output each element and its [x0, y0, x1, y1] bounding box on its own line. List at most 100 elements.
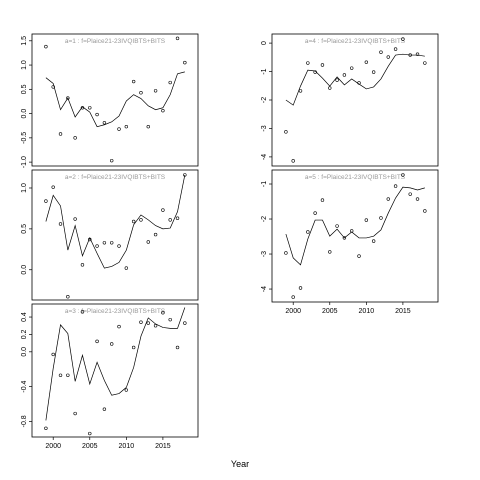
y-tick-label: -1 — [261, 68, 268, 74]
data-point — [161, 108, 165, 113]
data-point — [131, 345, 136, 350]
data-point — [66, 96, 70, 100]
y-tick-label: 1.0 — [21, 60, 28, 70]
data-point — [44, 426, 48, 431]
data-point — [139, 320, 143, 324]
data-point — [342, 236, 347, 240]
data-point — [58, 132, 63, 136]
data-point — [80, 263, 85, 267]
data-point — [401, 173, 405, 177]
data-point — [73, 136, 77, 140]
panel-title: a=1 : f=Plaice21-23IVQIBTS+BITS — [65, 38, 166, 45]
data-point — [306, 61, 310, 65]
x-tick-label: 2005 — [82, 443, 98, 450]
data-point — [401, 37, 405, 41]
data-point — [88, 431, 92, 436]
data-point — [110, 158, 114, 163]
data-point — [335, 224, 339, 228]
data-point — [44, 199, 48, 203]
y-tick-label: 0.0 — [21, 347, 28, 357]
data-point — [357, 81, 361, 85]
data-point — [364, 218, 369, 222]
data-point — [131, 79, 136, 84]
panel-title: a=4 : f=Plaice21-23IVQIBTS+BITS — [305, 38, 406, 45]
data-point — [153, 324, 158, 328]
data-point — [44, 44, 48, 49]
data-point — [88, 106, 92, 110]
y-tick-label: 0.5 — [21, 84, 28, 94]
data-point — [139, 91, 143, 95]
data-point — [284, 130, 288, 134]
data-point — [393, 47, 398, 51]
data-point — [328, 250, 332, 254]
data-point — [335, 78, 339, 82]
data-point — [51, 185, 55, 189]
data-point — [298, 286, 303, 290]
data-point — [291, 159, 295, 163]
y-tick-label: -0.5 — [21, 132, 28, 144]
data-point — [379, 50, 383, 54]
data-point — [415, 197, 420, 201]
data-point — [73, 217, 77, 221]
x-tick-label: 2015 — [395, 308, 411, 315]
data-point — [313, 70, 317, 74]
y-tick-label: -3 — [261, 251, 268, 257]
y-tick-label: -4 — [261, 286, 268, 292]
data-point — [364, 60, 369, 64]
panel-frame — [31, 169, 199, 301]
data-point — [175, 36, 180, 41]
data-point — [313, 211, 317, 215]
data-point — [153, 89, 158, 93]
data-point — [175, 216, 180, 220]
y-tick-label: 0.2 — [21, 329, 28, 339]
panel-title: a=5 : f=Plaice21-23IVQIBTS+BITS — [305, 174, 406, 181]
y-tick-label: -2 — [261, 216, 268, 222]
data-point — [386, 197, 390, 201]
panel-title: a=2 : f=Plaice21-23IVQIBTS+BITS — [65, 174, 166, 181]
data-point — [58, 373, 63, 377]
x-tick-label: 2010 — [119, 443, 135, 450]
data-point — [146, 321, 150, 325]
y-tick-label: -4 — [261, 154, 268, 160]
y-tick-label: 0.5 — [21, 224, 28, 234]
panel-frame — [271, 33, 439, 167]
data-point — [117, 244, 121, 248]
data-point — [183, 60, 187, 65]
data-point — [161, 310, 165, 315]
data-point — [102, 407, 107, 411]
data-point — [66, 373, 70, 377]
y-tick-label: -0.8 — [21, 415, 28, 427]
y-tick-label: 1.5 — [21, 36, 28, 46]
data-point — [117, 324, 121, 329]
y-tick-label: 0.0 — [21, 109, 28, 119]
fit-line — [45, 174, 186, 269]
data-point — [110, 241, 114, 245]
data-point — [80, 310, 85, 314]
data-point — [350, 66, 354, 70]
data-point — [175, 345, 180, 350]
fit-line — [285, 186, 425, 266]
data-point — [379, 216, 383, 220]
data-point — [139, 218, 143, 222]
panel-frame — [271, 169, 439, 303]
y-tick-label: -2 — [261, 97, 268, 103]
data-point — [58, 222, 63, 226]
data-point — [408, 192, 412, 196]
x-tick-label: 2000 — [45, 443, 61, 450]
data-point — [183, 173, 187, 177]
y-tick-label: -3 — [261, 125, 268, 131]
data-point — [95, 112, 99, 117]
data-point — [66, 295, 70, 299]
data-point — [146, 240, 150, 244]
x-axis-label: Year — [231, 459, 249, 469]
data-point — [95, 339, 99, 344]
data-point — [183, 321, 187, 325]
panel-frame — [31, 303, 199, 438]
y-tick-label: 0.4 — [21, 312, 28, 322]
panel-title: a=3 : f=Plaice21-23IVQIBTS+BITS — [65, 308, 166, 315]
data-point — [161, 208, 165, 212]
x-tick-label: 2010 — [359, 308, 375, 315]
data-point — [73, 411, 77, 416]
data-point — [415, 52, 420, 56]
